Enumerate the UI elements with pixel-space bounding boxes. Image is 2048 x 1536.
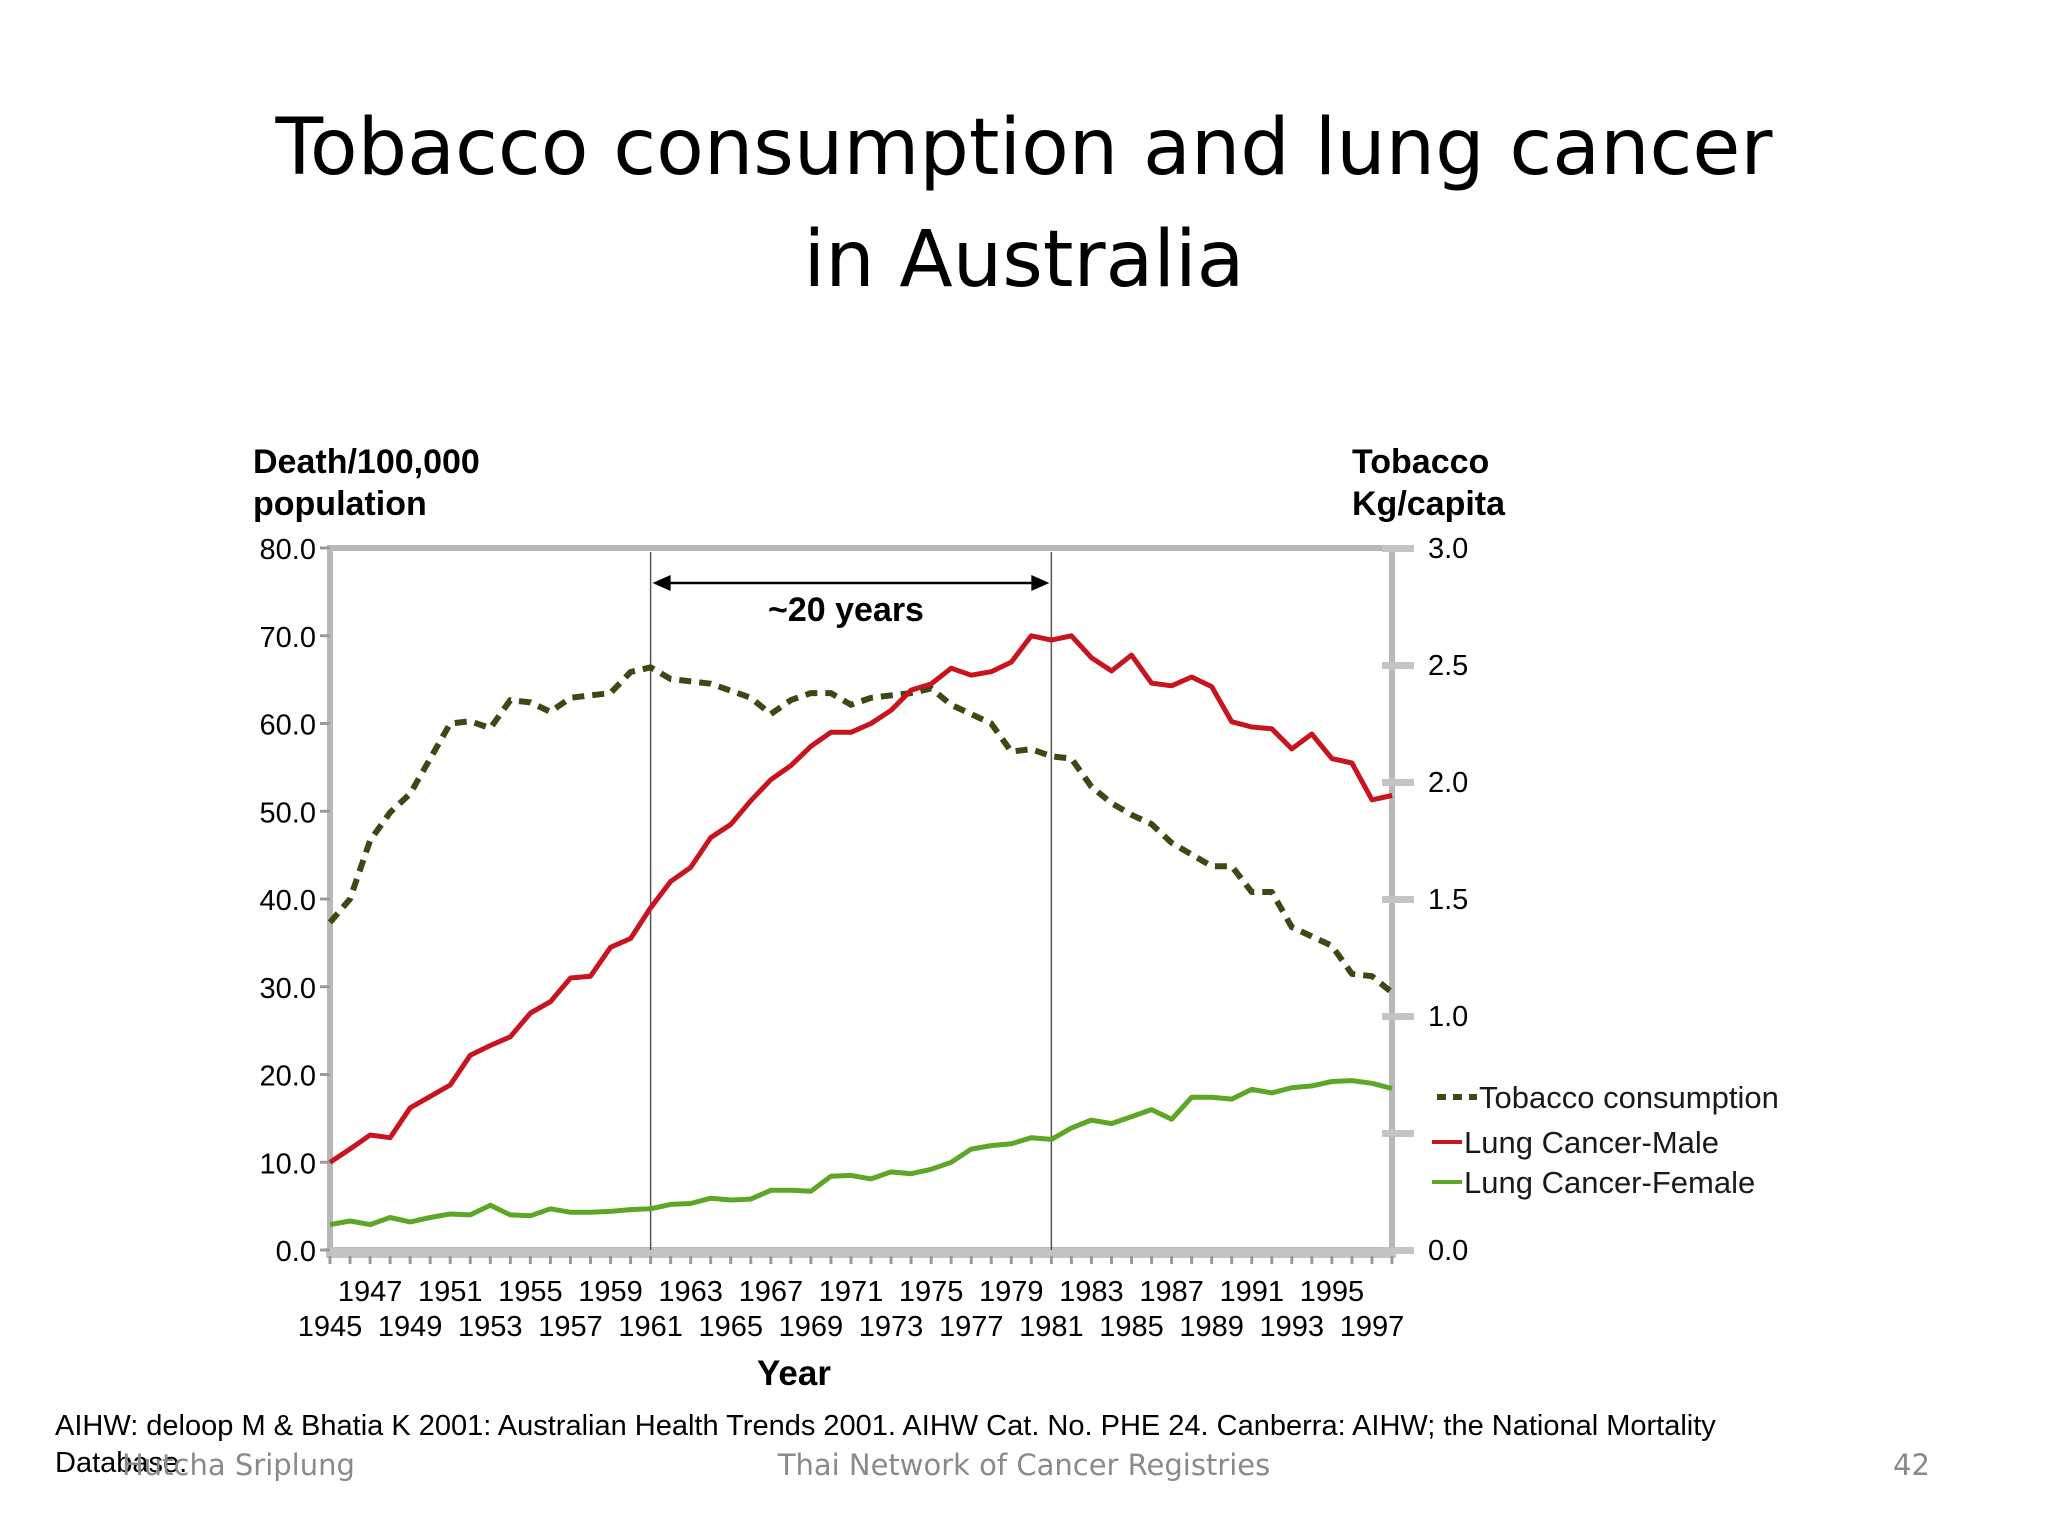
- left-y-tick-label: 0.0: [276, 1236, 316, 1268]
- x-tick-label-upper: 1951: [418, 1276, 483, 1308]
- legend-item-male: Lung Cancer-Male: [1432, 1125, 1719, 1160]
- x-tick-label-lower: 1973: [859, 1311, 924, 1343]
- citation-line1: AIHW: deloop M & Bhatia K 2001: Australi…: [55, 1410, 1716, 1442]
- right-y-tick-label: 1.0: [1428, 1001, 1468, 1033]
- left-y-tick-label: 60.0: [260, 710, 316, 742]
- x-tick-label-upper: 1971: [819, 1276, 884, 1308]
- slide-title-line2: in Australia: [803, 215, 1245, 305]
- plot-x-axis-band: [326, 1248, 1396, 1258]
- x-tick-label-upper: 1955: [498, 1276, 563, 1308]
- legend-label-tobacco: Tobacco consumption: [1479, 1080, 1779, 1115]
- legend: Tobacco consumption Lung Cancer-Male Lun…: [1432, 1080, 1779, 1200]
- x-tick-label-lower: 1949: [378, 1311, 443, 1343]
- x-tick-label-upper: 1987: [1139, 1276, 1204, 1308]
- x-tick-label-lower: 1981: [1019, 1311, 1084, 1343]
- left-y-tick-label: 30.0: [260, 973, 316, 1005]
- series-line-tobacco-consumption: [327, 664, 1394, 995]
- series-lines: [327, 633, 1394, 1228]
- x-tick-label-lower: 1989: [1179, 1311, 1244, 1343]
- x-tick-label-upper: 1983: [1059, 1276, 1124, 1308]
- x-tick-label-lower: 1945: [298, 1311, 363, 1343]
- x-axis-title: Year: [757, 1354, 831, 1393]
- series-line-lung-cancer-male: [328, 633, 1393, 1165]
- right-y-tick-label: 1.5: [1428, 884, 1468, 916]
- series-line-lung-cancer-female: [329, 1078, 1393, 1228]
- annotation-arrow-head-right: [1031, 575, 1050, 591]
- legend-item-tobacco: Tobacco consumption: [1437, 1080, 1779, 1115]
- x-tick-label-lower: 1961: [618, 1311, 683, 1343]
- left-y-tick-label: 50.0: [260, 797, 316, 829]
- axis-ticks: [320, 545, 1414, 1264]
- left-axis-title-line2: population: [253, 485, 427, 523]
- right-y-tick: [1382, 1130, 1414, 1137]
- x-tick-label-lower: 1997: [1340, 1311, 1405, 1343]
- annotation-label: ~20 years: [768, 591, 924, 629]
- footer-page-number: 42: [1893, 1448, 1930, 1482]
- right-y-tick-label: 2.5: [1428, 650, 1468, 682]
- slide-title-line1: Tobacco consumption and lung cancer: [275, 103, 1773, 193]
- left-y-tick-label: 10.0: [260, 1148, 316, 1180]
- x-tick-label-upper: 1995: [1300, 1276, 1365, 1308]
- right-y-tick: [1382, 779, 1414, 786]
- right-axis-title-line2: Kg/capita: [1352, 485, 1506, 523]
- legend-label-male: Lung Cancer-Male: [1464, 1125, 1719, 1160]
- tick-labels: 0.0 10.0 20.0 30.0 40.0 50.0 60.0 70.0 80.0 0.0 1.…: [260, 533, 1469, 1343]
- x-tick-label-upper: 1963: [658, 1276, 723, 1308]
- right-y-tick: [1382, 662, 1414, 669]
- x-tick-label-lower: 1969: [779, 1311, 844, 1343]
- right-axis-title-line1: Tobacco: [1352, 443, 1489, 481]
- left-y-tick-label: 20.0: [260, 1061, 316, 1093]
- x-tick-label-lower: 1953: [458, 1311, 523, 1343]
- x-tick-label-lower: 1977: [939, 1311, 1004, 1343]
- left-y-tick-label: 80.0: [260, 534, 316, 566]
- x-tick-label-lower: 1985: [1099, 1311, 1164, 1343]
- right-y-tick: [1382, 545, 1414, 552]
- x-tick-label-lower: 1993: [1260, 1311, 1325, 1343]
- footer-organization: Thai Network of Cancer Registries: [777, 1448, 1271, 1482]
- legend-item-female: Lung Cancer-Female: [1432, 1165, 1755, 1200]
- right-y-tick: [1382, 896, 1414, 903]
- x-tick-label-upper: 1979: [979, 1276, 1044, 1308]
- footer-author: Hutcha Sriplung: [122, 1448, 355, 1482]
- annotation-arrow-head-left: [652, 575, 671, 591]
- annotation-20-years: ~20 years: [652, 575, 1050, 629]
- x-tick-label-upper: 1991: [1219, 1276, 1284, 1308]
- left-y-tick-label: 40.0: [260, 885, 316, 917]
- x-tick-label-lower: 1965: [698, 1311, 763, 1343]
- x-tick-label-upper: 1947: [338, 1276, 403, 1308]
- legend-label-female: Lung Cancer-Female: [1464, 1165, 1755, 1200]
- right-y-tick: [1382, 1013, 1414, 1020]
- source-citation: AIHW: deloop M & Bhatia K 2001: Australi…: [55, 1408, 1955, 1482]
- slide-title: Tobacco consumption and lung cancer in A…: [0, 92, 2048, 316]
- citation-line2: Database.: [55, 1447, 188, 1479]
- x-tick-label-upper: 1967: [739, 1276, 804, 1308]
- right-y-tick-label: 2.0: [1428, 767, 1468, 799]
- line-chart: 0.0 10.0 20.0 30.0 40.0 50.0 60.0 70.0 80.0 0.0 1.…: [253, 443, 1779, 1393]
- right-y-tick-label: 3.0: [1428, 533, 1468, 565]
- x-tick-label-upper: 1959: [578, 1276, 643, 1308]
- left-axis-title-line1: Death/100,000: [253, 443, 480, 481]
- left-y-tick-label: 70.0: [260, 622, 316, 654]
- x-tick-label-lower: 1957: [538, 1311, 603, 1343]
- x-tick-label-upper: 1975: [899, 1276, 964, 1308]
- right-y-tick: [1382, 1247, 1414, 1254]
- right-y-tick-label: 0.0: [1428, 1235, 1468, 1267]
- plot-area: [327, 545, 1395, 1253]
